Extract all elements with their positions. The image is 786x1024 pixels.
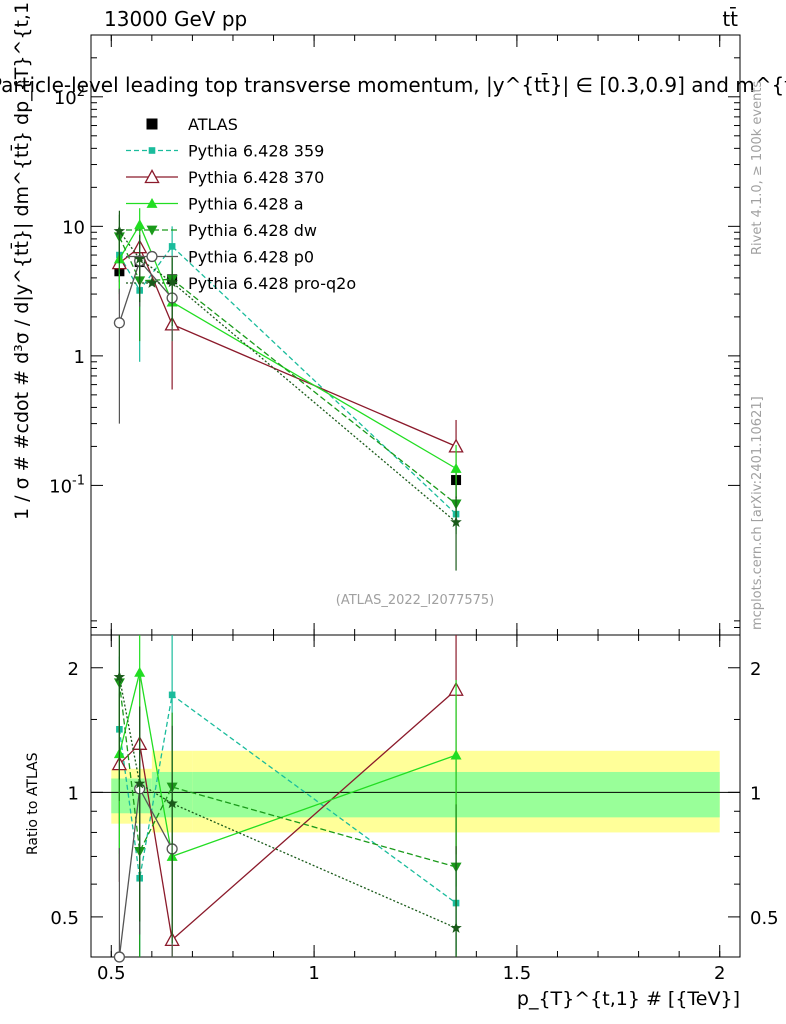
legend-label: Pythia 6.428 a [188, 195, 304, 214]
ratio-tick-label-right: 1 [750, 783, 761, 804]
x-axis-title: p_{T}^{t,1} # [{TeV}] [517, 988, 740, 1010]
ratio-plot-series [111, 635, 464, 963]
header-left: 13000 GeV pp [104, 7, 247, 31]
main-plot-series [111, 208, 464, 571]
ratio-tick-label: 2 [68, 659, 79, 680]
legend-entry-p359: Pythia 6.428 359 [126, 142, 324, 161]
y-axis-title: 1 / σ # #cdot # d³σ / d|y^{tt̄}| dm^{tt̄… [9, 0, 33, 520]
ratio-line [118, 676, 457, 929]
ratio-tick-label-right: 0.5 [750, 908, 779, 929]
legend-marker [148, 147, 156, 154]
legend-marker [146, 276, 158, 288]
legend-entry-p370: Pythia 6.428 370 [126, 168, 324, 187]
legend-label: ATLAS [188, 115, 238, 134]
y-tick-label: 1 [74, 347, 85, 368]
legend-label: Pythia 6.428 pro-q2o [188, 274, 356, 293]
main-panel-frame [90, 34, 741, 958]
ratio-plot-frame [90, 634, 741, 958]
legend-entry-pa: Pythia 6.428 a [126, 195, 304, 214]
ratio-point [450, 922, 462, 933]
ratio-line [118, 682, 457, 868]
plot-title: Particle-level leading top transverse mo… [0, 72, 786, 97]
series-p370 [111, 226, 464, 498]
legend-label: Pythia 6.428 370 [188, 168, 324, 187]
header-right: tt̄ [722, 6, 738, 31]
x-tick-label: 1.5 [503, 963, 532, 984]
legend-entry-pp0: Pythia 6.428 p0 [126, 248, 314, 267]
legend: ATLAS Pythia 6.428 359 Pythia 6.428 370 Pyt… [126, 115, 356, 293]
ratio-line [118, 672, 457, 858]
ratio-tick-label: 1 [68, 783, 79, 804]
ratio-bands [91, 750, 740, 833]
legend-marker [146, 118, 158, 130]
ratio-tick-label: 0.5 [50, 908, 79, 929]
ratio-line [118, 689, 457, 942]
legend-marker [146, 198, 158, 208]
legend-entry-pq2o: Pythia 6.428 pro-q2o [126, 274, 356, 293]
data-point [166, 276, 178, 288]
data-point [134, 219, 146, 230]
ratio-point [450, 749, 462, 760]
data-point [113, 317, 125, 329]
data-point [133, 252, 146, 264]
x-tick-label: 2 [714, 963, 725, 984]
band-inner [111, 778, 132, 814]
y-tick-label: 102 [54, 85, 85, 109]
series-line [118, 259, 173, 324]
legend-label: Pythia 6.428 p0 [188, 248, 314, 267]
series-pq2o [113, 210, 462, 571]
ratio-point [133, 777, 146, 789]
data-point [450, 463, 462, 473]
legend-marker [146, 225, 158, 236]
x-tick-label: 0.5 [97, 963, 126, 984]
ratio-point [113, 951, 125, 963]
data-point [113, 225, 126, 236]
ratio-point [113, 670, 126, 682]
y-tick-label: 10 [62, 217, 85, 238]
ratio-line [118, 693, 457, 904]
legend-entry-atlas: ATLAS [146, 115, 238, 134]
rivet-label: Rivet 4.1.0, ≥ 100k events [750, 81, 765, 255]
ratio-series-pq2o [113, 635, 462, 957]
data-point [450, 516, 462, 528]
y-tick-exponent: -1 [72, 473, 85, 488]
data-point [168, 243, 176, 250]
ratio-point [166, 797, 178, 809]
legend-marker [144, 169, 160, 184]
ratio-y-axis-title: Ratio to ATLAS [25, 752, 41, 855]
series-line [118, 245, 457, 515]
watermark: (ATLAS_2022_I2077575) [336, 593, 494, 608]
mcplots-label: mcplots.cern.ch [arXiv:2401.10621] [750, 396, 765, 630]
series-p359 [116, 226, 460, 531]
axis-ticks: 0.5 1 1.5 2 10-1 1 10 102 0.5 0.5 1 1 2 2 [49, 34, 779, 984]
legend-label: Pythia 6.428 dw [188, 221, 317, 240]
legend-entry-pdw: Pythia 6.428 dw [126, 221, 317, 240]
y-tick-label: 10-1 [49, 473, 85, 497]
x-tick-label: 1 [308, 963, 319, 984]
ratio-point [168, 691, 176, 699]
legend-marker [146, 250, 158, 263]
series-line [118, 230, 457, 523]
y-tick-exponent: 2 [77, 85, 85, 100]
ratio-tick-label-right: 2 [750, 659, 761, 680]
series-line [118, 223, 457, 470]
ratio-point [134, 666, 146, 677]
legend-label: Pythia 6.428 359 [188, 142, 324, 161]
